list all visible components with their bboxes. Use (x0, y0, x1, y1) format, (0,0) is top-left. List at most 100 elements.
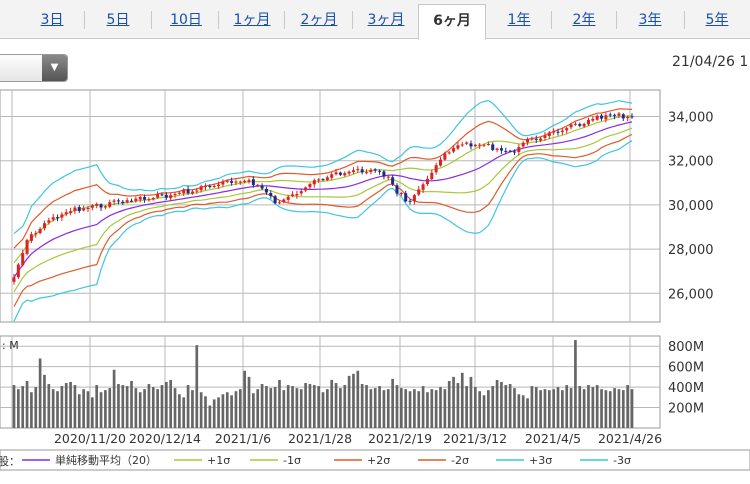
volume-bar (321, 392, 325, 428)
candle-body (478, 144, 482, 146)
tab-0[interactable]: 3日 (40, 12, 64, 28)
candle-body (47, 220, 51, 223)
volume-bar (34, 387, 38, 428)
candle-body (382, 171, 386, 177)
candle-body (395, 185, 399, 194)
volume-bar (212, 399, 216, 428)
candle-body (208, 185, 212, 187)
volume-bar (434, 390, 438, 428)
volume-bar (547, 390, 551, 428)
tab-2[interactable]: 10日 (170, 12, 202, 28)
candle-body (234, 181, 238, 183)
tab-9[interactable]: 3年 (638, 12, 662, 28)
volume-bar (539, 390, 542, 428)
candle-body (60, 214, 64, 218)
sma-line (13, 121, 633, 278)
triangle-down-icon[interactable]: ▼ (42, 55, 67, 81)
volume-bar (134, 388, 138, 428)
x-tick-label: 2021/4/5 (525, 431, 581, 446)
candle-body (351, 170, 355, 172)
tab-4[interactable]: 2ヶ月 (300, 12, 338, 28)
volume-bar (178, 394, 181, 428)
candle-body (473, 144, 477, 147)
tab-1[interactable]: 5日 (106, 12, 130, 28)
candle-body (34, 233, 38, 235)
candle-body (129, 200, 134, 202)
candle-body (600, 115, 604, 119)
candle-body (64, 212, 68, 215)
volume-bar (64, 383, 68, 428)
volume-bar (556, 387, 560, 428)
volume-bar (378, 386, 381, 428)
candle-body (73, 207, 77, 211)
volume-bar (521, 395, 525, 428)
candle-body (112, 200, 116, 202)
candle-body (521, 142, 525, 147)
candle-body (556, 131, 560, 133)
volume-bar (117, 384, 120, 428)
candle-body (251, 179, 255, 186)
tab-7[interactable]: 1年 (507, 12, 531, 28)
candle-body (225, 180, 229, 182)
volume-bar (565, 385, 569, 428)
candle-body (312, 180, 316, 185)
candle-body (491, 144, 495, 150)
volume-bar (460, 372, 464, 428)
candle-body (238, 181, 242, 183)
candle-body (295, 193, 299, 196)
volume-bar (495, 379, 499, 428)
candle-body (304, 187, 308, 191)
candle-body (247, 180, 251, 182)
y-tick-label: 32,000 (668, 155, 714, 170)
volume-bar (73, 385, 77, 428)
volume-bar (578, 386, 582, 428)
volume-bar (286, 385, 290, 428)
candle-body (169, 195, 173, 199)
volume-frame (0, 335, 661, 429)
volume-bar (552, 389, 556, 428)
candle-body (356, 169, 360, 171)
candle-body (425, 178, 429, 184)
volume-bar (456, 383, 460, 428)
candle-body (604, 115, 608, 120)
volume-bar (369, 389, 373, 428)
chart-type-dropdown[interactable]: ▼ (0, 54, 68, 82)
volume-bar (513, 388, 516, 428)
candle-body (21, 253, 25, 266)
tab-6[interactable]: 6ヶ月 (418, 4, 486, 40)
tab-5[interactable]: 3ヶ月 (367, 12, 405, 28)
tab-separator (284, 11, 285, 29)
candle-body (621, 114, 625, 119)
tab-separator (218, 11, 219, 29)
candle-body (573, 123, 577, 125)
volume-bar (30, 392, 33, 428)
candle-body (421, 184, 425, 190)
tab-separator (684, 11, 685, 29)
candle-body (630, 116, 634, 118)
candle-body (539, 138, 543, 141)
candle-body (404, 193, 408, 202)
volume-bar (439, 387, 442, 428)
band-minus2-line (13, 133, 633, 307)
volume-bar (191, 390, 194, 428)
volume-bar (99, 392, 103, 428)
candle-body (386, 176, 390, 178)
tab-3[interactable]: 1ヶ月 (233, 12, 271, 28)
volume-bar (291, 386, 294, 428)
candle-body (526, 139, 530, 143)
y-tick-label: 200M (668, 402, 704, 417)
band-minus1-line (13, 127, 633, 293)
volume-bar (182, 397, 186, 428)
y-tick-label: 600M (668, 361, 704, 376)
candle-body (182, 189, 186, 194)
volume-bar (543, 389, 547, 428)
candle-body (512, 151, 517, 153)
tab-8[interactable]: 2年 (572, 12, 596, 28)
candle-body (591, 118, 595, 121)
candle-body (447, 152, 451, 154)
volume-bar (352, 373, 355, 428)
volume-bar (21, 386, 25, 428)
volume-bar (151, 387, 155, 428)
candle-body (277, 202, 281, 204)
tab-10[interactable]: 5年 (705, 12, 729, 28)
